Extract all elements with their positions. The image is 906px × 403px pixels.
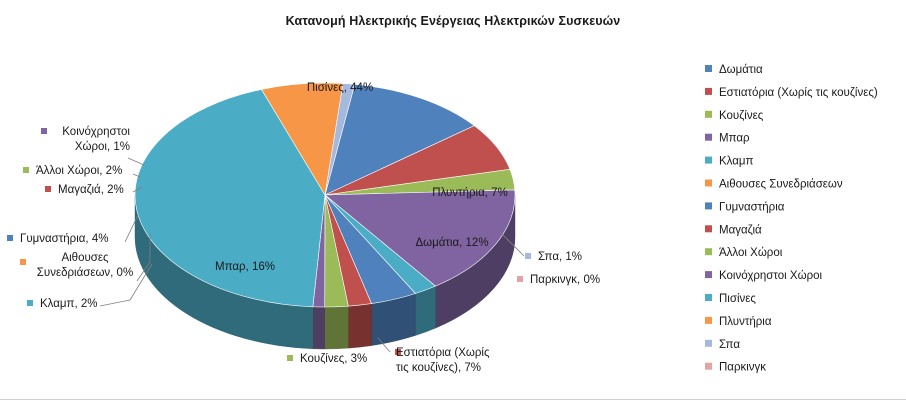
- legend-swatch: [705, 156, 712, 164]
- leader-line-κοινόχρηστοι-χώροι: [127, 157, 145, 166]
- legend-label: Κουζίνες: [719, 110, 764, 122]
- pie-slice-μπαρ[interactable]: [324, 189, 516, 287]
- legend-item-αιθουσες-συνεδριάσεων[interactable]: Αιθουσες Συνεδριάσεων: [705, 179, 843, 191]
- legend-swatch: [705, 179, 712, 187]
- label-key-κουζίνες: [287, 355, 293, 361]
- legend-swatch: [705, 271, 712, 279]
- data-label-παρκινγκ: Παρκινγκ, 0%: [530, 274, 600, 286]
- legend-label: Σπα: [719, 339, 740, 351]
- legend: Δωμάτια Εστιατόρια (Χωρίς τις κουζίνες) Κο…: [705, 64, 878, 374]
- legend-item-σπα[interactable]: Σπα: [705, 339, 740, 351]
- leader-line-εστιατόρια-χωρίς-τις-κουζίνες: [377, 337, 391, 353]
- data-label-σπα: Σπα, 1%: [538, 251, 582, 263]
- data-label-κοινόχρηστοι-χώροι: Κοινόχρηστοι Χώροι, 1%: [62, 126, 130, 153]
- data-label-πλυντήρια: Πλυντήρια, 7%: [432, 187, 508, 199]
- legend-label: Κλαμπ: [719, 156, 754, 168]
- legend-item-δωμάτια[interactable]: Δωμάτια: [705, 64, 763, 76]
- legend-item-μπαρ[interactable]: Μπαρ: [705, 133, 750, 145]
- pie-side-κλαμπ: [415, 285, 436, 336]
- label-key-σπα: [525, 253, 531, 259]
- legend-label: Πλυντήρια: [719, 316, 772, 328]
- pie-top: [134, 82, 516, 308]
- legend-swatch: [705, 65, 712, 72]
- leader-line-άλλοι-χώροι: [132, 173, 141, 178]
- data-labels: Δωμάτια, 12% Εστιατόρια (Χωρίς τις κουζίνε…: [7, 82, 600, 374]
- legend-swatch: [705, 316, 712, 324]
- legend-label: Αιθουσες Συνεδριάσεων: [719, 179, 843, 191]
- pie-side-άλλοι-χώροι: [324, 305, 349, 350]
- label-key-άλλοι-χώροι: [23, 167, 29, 173]
- legend-item-κουζίνες[interactable]: Κουζίνες: [705, 110, 764, 122]
- legend-swatch: [705, 294, 712, 301]
- label-key-μαγαζιά: [45, 186, 51, 192]
- legend-item-κλαμπ[interactable]: Κλαμπ: [705, 156, 754, 168]
- leader-line-γυμναστήρια: [124, 214, 139, 243]
- legend-swatch: [705, 133, 712, 141]
- data-label-άλλοι-χώροι: Άλλοι Χώροι, 2%: [36, 165, 122, 177]
- legend-label: Πισίνες: [719, 293, 756, 305]
- legend-item-παρκινγκ[interactable]: Παρκινγκ: [705, 362, 766, 374]
- leader-line-κλαμπ: [99, 263, 153, 307]
- legend-swatch: [705, 339, 712, 347]
- data-label-μπαρ: Μπαρ, 16%: [215, 261, 275, 273]
- legend-label: Μαγαζιά: [719, 224, 762, 236]
- leader-line-αιθουσες-συνεδριάσεων: [136, 233, 151, 282]
- legend-swatch: [705, 248, 712, 256]
- legend-item-πλυντήρια[interactable]: Πλυντήρια: [705, 316, 772, 328]
- legend-item-εστιατόρια-χωρίς-τις-κουζίνες[interactable]: Εστιατόρια (Χωρίς τις κουζίνες): [705, 87, 878, 99]
- data-label-αιθουσες-συνεδριάσεων: Αιθουσες Συνεδριάσεων, 0%: [37, 252, 133, 279]
- legend-label: Κοινόχρηστοι Χώροι: [719, 270, 823, 282]
- legend-item-μαγαζιά[interactable]: Μαγαζιά: [705, 224, 762, 236]
- leader-line-μαγαζιά: [132, 186, 143, 193]
- label-key-γυμναστήρια: [7, 235, 13, 241]
- legend-label: Παρκινγκ: [719, 362, 766, 374]
- data-label-δωμάτια: Δωμάτια, 12%: [415, 237, 488, 249]
- label-key-παρκινγκ: [517, 276, 523, 282]
- pie-side-μαγαζιά: [348, 303, 372, 349]
- data-label-κουζίνες: Κουζίνες, 3%: [300, 353, 367, 365]
- legend-item-κοινόχρηστοι-χώροι[interactable]: Κοινόχρηστοι Χώροι: [705, 270, 823, 282]
- legend-label: Εστιατόρια (Χωρίς τις κουζίνες): [719, 87, 878, 99]
- legend-item-πισίνες[interactable]: Πισίνες: [705, 293, 756, 305]
- pie-slice-σπα[interactable]: [324, 83, 356, 196]
- legend-item-άλλοι-χώροι[interactable]: Άλλοι Χώροι: [705, 247, 783, 259]
- data-label-εστιατόρια-χωρίς-τις-κουζίνες: Εστιατόρια (Χωρίς τις κουζίνες), 7%: [396, 347, 490, 374]
- legend-swatch: [705, 87, 712, 95]
- bottom-divider: [0, 399, 906, 400]
- legend-swatch: [705, 225, 712, 233]
- legend-swatch: [705, 362, 712, 370]
- legend-item-γυμναστήρια[interactable]: Γυμναστήρια: [705, 201, 785, 213]
- data-label-μαγαζιά: Μαγαζιά, 2%: [58, 184, 124, 196]
- label-key-κλαμπ: [27, 300, 33, 306]
- data-label-πισίνες: Πισίνες, 44%: [307, 82, 373, 94]
- legend-label: Γυμναστήρια: [719, 201, 785, 213]
- label-key-αιθουσες-συνεδριάσεων: [20, 259, 26, 265]
- legend-label: Άλλοι Χώροι: [719, 247, 783, 259]
- pie-side-κοινόχρηστοι-χώροι: [312, 306, 325, 350]
- legend-label: Μπαρ: [719, 133, 750, 145]
- legend-swatch: [705, 110, 712, 118]
- leader-line-σπα: [499, 231, 525, 257]
- pie-sides: [134, 194, 516, 350]
- label-key-κοινόχρηστοι-χώροι: [41, 128, 47, 134]
- pie-slice-δωμάτια[interactable]: [324, 84, 475, 196]
- pie-slice-πισίνες[interactable]: [134, 89, 326, 308]
- label-key-εστιατόρια-χωρίς-τις-κουζίνες: [395, 349, 401, 355]
- legend-swatch: [705, 202, 712, 210]
- legend-label: Δωμάτια: [719, 64, 763, 76]
- chart-title: Κατανομή Ηλεκτρικής Ενέργειας Ηλεκτρικών…: [285, 14, 621, 28]
- data-label-κλαμπ: Κλαμπ, 2%: [40, 298, 97, 310]
- data-label-γυμναστήρια: Γυμναστήρια, 4%: [20, 233, 108, 245]
